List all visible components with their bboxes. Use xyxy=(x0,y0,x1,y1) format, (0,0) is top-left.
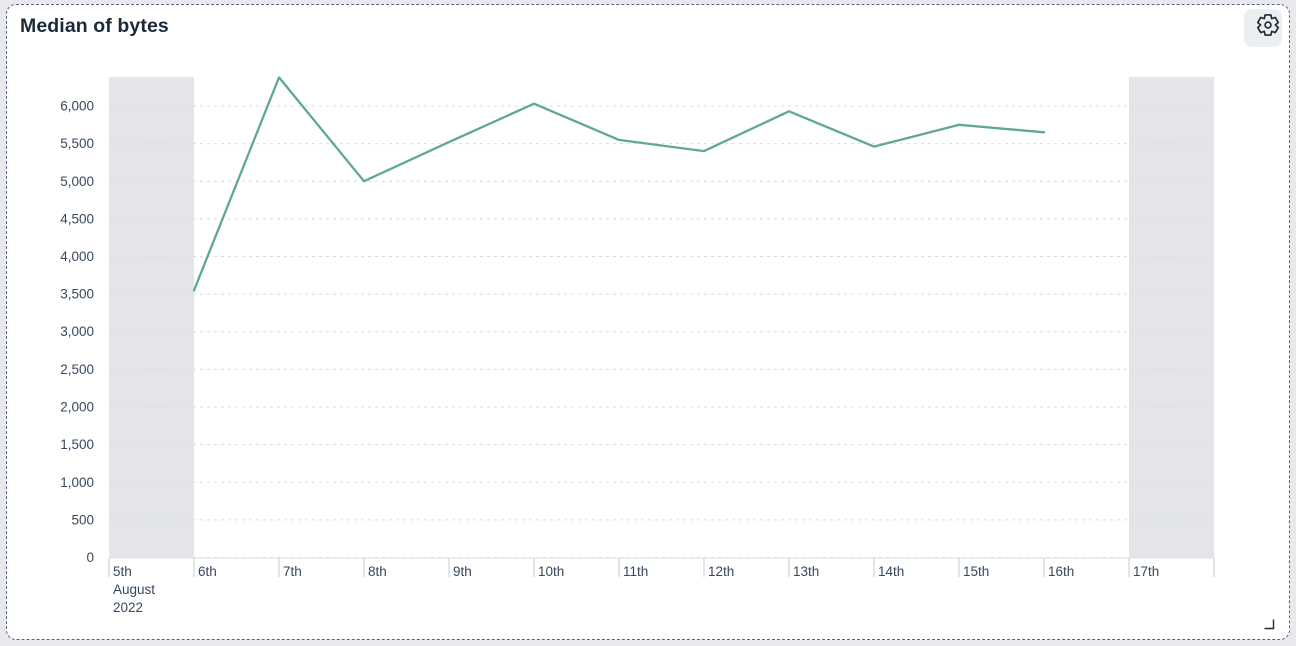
svg-text:10th: 10th xyxy=(538,564,564,579)
svg-text:9th: 9th xyxy=(453,564,472,579)
svg-text:4,500: 4,500 xyxy=(60,211,94,226)
svg-text:2022: 2022 xyxy=(113,600,143,615)
svg-text:4,000: 4,000 xyxy=(60,249,94,264)
svg-text:8th: 8th xyxy=(368,564,387,579)
svg-text:6,000: 6,000 xyxy=(60,99,94,114)
svg-text:17th: 17th xyxy=(1133,564,1159,579)
svg-text:5,000: 5,000 xyxy=(60,174,94,189)
svg-text:3,000: 3,000 xyxy=(60,324,94,339)
svg-text:15th: 15th xyxy=(963,564,989,579)
svg-text:13th: 13th xyxy=(793,564,819,579)
svg-text:5,500: 5,500 xyxy=(60,136,94,151)
svg-text:7th: 7th xyxy=(283,564,302,579)
svg-text:3,500: 3,500 xyxy=(60,287,94,302)
svg-text:14th: 14th xyxy=(878,564,904,579)
svg-text:1,500: 1,500 xyxy=(60,437,94,452)
svg-text:6th: 6th xyxy=(198,564,217,579)
svg-text:12th: 12th xyxy=(708,564,734,579)
svg-text:16th: 16th xyxy=(1048,564,1074,579)
svg-text:0: 0 xyxy=(86,550,94,565)
svg-text:11th: 11th xyxy=(623,564,648,579)
svg-text:2,000: 2,000 xyxy=(60,400,94,415)
svg-text:1,000: 1,000 xyxy=(60,475,94,490)
svg-text:2,500: 2,500 xyxy=(60,362,94,377)
svg-text:August: August xyxy=(113,582,155,597)
svg-text:500: 500 xyxy=(71,512,94,527)
svg-text:5th: 5th xyxy=(113,564,132,579)
